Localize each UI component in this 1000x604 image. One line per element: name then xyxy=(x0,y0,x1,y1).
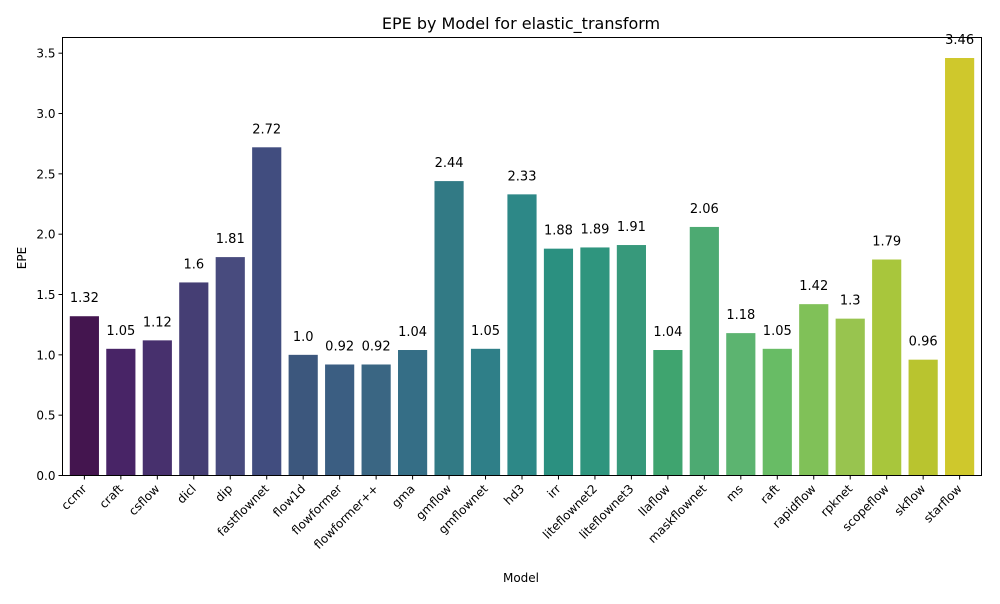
x-tick-label-dip: dip xyxy=(212,482,235,505)
bar-ms xyxy=(726,333,756,476)
bar-flowformer xyxy=(325,364,355,476)
y-ticks-group: 0.0 0.5 1.0 1.5 2.0 2.5 3.0 3.5 xyxy=(36,47,63,483)
value-label-rapidflow: 1.42 xyxy=(799,279,828,294)
value-label-skflow: 0.96 xyxy=(909,335,938,350)
bar-maskflownet xyxy=(689,226,719,476)
y-tick-label: 2.5 xyxy=(36,167,55,181)
y-tick-label: 0.0 xyxy=(36,469,55,483)
bar-flowformer++ xyxy=(361,364,391,476)
bar-gmflownet xyxy=(470,348,501,476)
x-tick-label-gma: gma xyxy=(389,482,418,511)
x-tick-label-hd3: hd3 xyxy=(501,482,527,508)
chart-title: EPE by Model for elastic_transform xyxy=(382,14,660,34)
bar-llaflow xyxy=(653,350,683,476)
value-label-starflow: 3.46 xyxy=(945,33,974,48)
value-label-liteflownet3: 1.91 xyxy=(617,220,646,235)
x-tick-label-csflow: csflow xyxy=(126,482,163,519)
bar-dicl xyxy=(179,282,209,476)
x-tick-label-irr: irr xyxy=(544,482,563,501)
value-label-craft: 1.05 xyxy=(106,324,135,339)
value-label-rpknet: 1.3 xyxy=(840,294,861,309)
x-tick-label-ms: ms xyxy=(723,482,746,505)
value-label-irr: 1.88 xyxy=(544,224,573,239)
value-label-maskflownet: 2.06 xyxy=(690,202,719,217)
value-labels-group: 1.32 1.05 1.12 1.6 1.81 2.72 1.0 0.92 0.92 1.04 2.… xyxy=(70,33,974,354)
value-label-raft: 1.05 xyxy=(763,324,792,339)
y-tick-label: 0.5 xyxy=(36,409,55,423)
x-tick-label-starflow: starflow xyxy=(921,482,965,526)
value-label-ms: 1.18 xyxy=(726,308,755,323)
value-label-flowformer++: 0.92 xyxy=(362,339,391,354)
bar-craft xyxy=(106,348,136,476)
x-tick-label-craft: craft xyxy=(97,482,127,512)
bar-gma xyxy=(398,350,428,476)
bar-scopeflow xyxy=(872,259,902,476)
y-tick-label: 1.5 xyxy=(36,288,55,302)
x-tick-label-ccmr: ccmr xyxy=(59,482,90,513)
bar-liteflownet3 xyxy=(616,245,646,476)
value-label-scopeflow: 1.79 xyxy=(872,235,901,250)
bar-fastflownet xyxy=(252,147,282,476)
y-tick-label: 2.0 xyxy=(36,228,55,242)
y-tick-label: 1.0 xyxy=(36,348,55,362)
bar-starflow xyxy=(945,58,975,476)
bar-skflow xyxy=(908,359,938,476)
value-label-gmflownet: 1.05 xyxy=(471,324,500,339)
bar-rapidflow xyxy=(799,304,829,476)
y-tick-label: 3.0 xyxy=(36,107,55,121)
value-label-flowformer: 0.92 xyxy=(325,339,354,354)
x-ticks-group: ccmr craft csflow dicl dipfastflownetflow1df… xyxy=(59,475,965,552)
x-tick-label-flowformer++: flowformer++ xyxy=(311,482,381,552)
y-tick-label: 3.5 xyxy=(36,47,55,61)
value-label-ccmr: 1.32 xyxy=(70,291,99,306)
value-label-gmflow: 2.44 xyxy=(435,156,464,171)
value-label-csflow: 1.12 xyxy=(143,315,172,330)
value-label-gma: 1.04 xyxy=(398,325,427,340)
value-label-liteflownet2: 1.89 xyxy=(580,222,609,237)
x-tick-label-raft: raft xyxy=(758,482,783,507)
bar-ccmr xyxy=(69,316,99,476)
bar-irr xyxy=(543,248,574,476)
x-tick-label-dicl: dicl xyxy=(174,482,199,507)
value-label-dip: 1.81 xyxy=(216,232,245,247)
bar-raft xyxy=(762,348,792,476)
bar-rpknet xyxy=(835,318,865,476)
bar-csflow xyxy=(142,340,172,476)
value-label-hd3: 2.33 xyxy=(508,169,537,184)
y-axis-label: EPE xyxy=(15,247,29,269)
bar-dip xyxy=(215,257,245,476)
value-label-flow1d: 1.0 xyxy=(293,330,314,345)
value-label-dicl: 1.6 xyxy=(183,257,204,272)
bar-flow1d xyxy=(288,354,318,476)
x-axis-label: Model xyxy=(503,571,539,585)
value-label-llaflow: 1.04 xyxy=(653,325,682,340)
bars-group xyxy=(69,58,975,476)
bar-gmflow xyxy=(434,181,464,476)
plot-frame xyxy=(62,37,982,476)
value-label-fastflownet: 2.72 xyxy=(252,122,281,137)
bar-liteflownet2 xyxy=(580,247,610,476)
bar-hd3 xyxy=(507,194,537,476)
